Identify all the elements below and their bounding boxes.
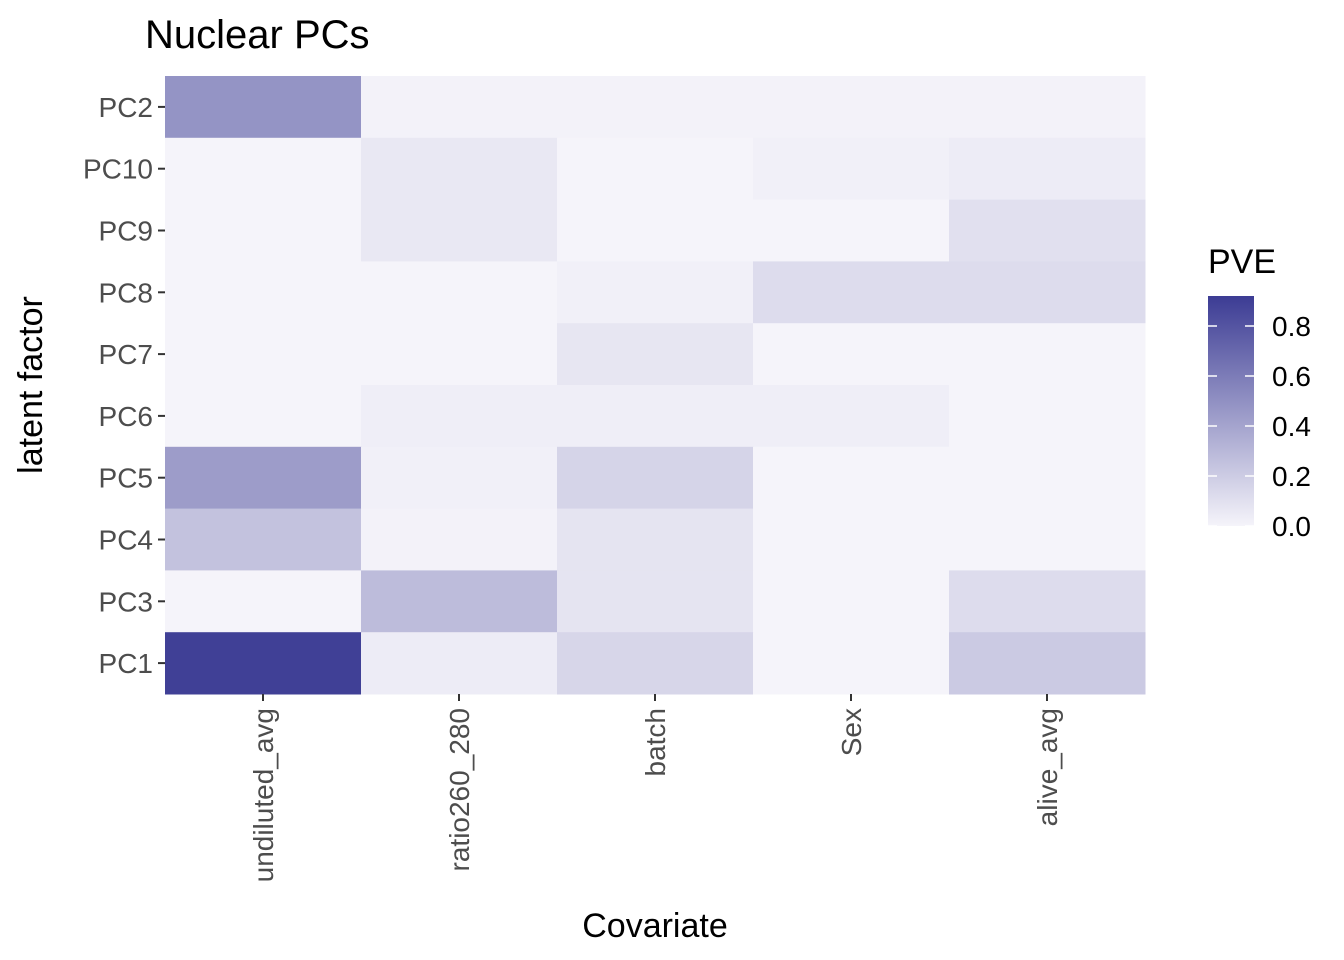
legend-tick-label: 0.6 xyxy=(1272,361,1311,392)
heatmap-cell-PC1-Sex xyxy=(753,632,950,695)
heatmap-cell-PC10-ratio260_280 xyxy=(361,137,558,201)
x-tick-label: ratio260_280 xyxy=(444,708,475,871)
heatmap-cell-PC10-Sex xyxy=(753,137,950,201)
heatmap-cell-PC6-undiluted_avg xyxy=(165,385,362,448)
heatmap-cell-PC9-Sex xyxy=(753,199,950,262)
heatmap-cell-PC2-Sex xyxy=(753,76,950,139)
heatmap-cell-PC8-alive_avg xyxy=(949,261,1146,324)
legend-tick-label: 0.8 xyxy=(1272,311,1311,342)
y-axis: PC2 PC10 PC9 PC8 PC7 PC6 PC5 PC4 PC3 PC1 xyxy=(83,92,165,679)
legend-tick-label: 0.4 xyxy=(1272,411,1311,442)
heatmap-cell-PC10-batch xyxy=(557,137,754,201)
heatmap-cell-PC9-ratio260_280 xyxy=(361,199,558,262)
heatmap-cell-PC7-alive_avg xyxy=(949,323,1146,386)
legend-colorbar xyxy=(1208,296,1254,526)
chart-title: Nuclear PCs xyxy=(145,13,370,57)
heatmap-cell-PC9-alive_avg xyxy=(949,199,1146,262)
heatmap-cell-PC3-batch xyxy=(557,570,754,633)
x-tick-label: alive_avg xyxy=(1032,708,1063,826)
heatmap-cell-PC5-undiluted_avg xyxy=(165,446,362,510)
heatmap-cell-PC1-undiluted_avg xyxy=(165,632,362,695)
heatmap-cell-PC3-undiluted_avg xyxy=(165,570,362,633)
heatmap-cell-PC10-undiluted_avg xyxy=(165,137,362,201)
x-axis-title: Covariate xyxy=(582,907,728,945)
heatmap-cell-PC1-ratio260_280 xyxy=(361,632,558,695)
heatmap-cell-PC2-ratio260_280 xyxy=(361,76,558,139)
heatmap-cell-PC6-Sex xyxy=(753,385,950,448)
legend: PVE 0.0 0.2 0.4 0.6 0.8 xyxy=(1208,243,1311,542)
y-tick-label: PC2 xyxy=(99,92,153,123)
heatmap-cells xyxy=(165,76,1146,695)
heatmap-cell-PC10-alive_avg xyxy=(949,137,1146,201)
heatmap-cell-PC7-batch xyxy=(557,323,754,386)
heatmap-cell-PC9-undiluted_avg xyxy=(165,199,362,262)
heatmap-cell-PC4-batch xyxy=(557,508,754,571)
heatmap-cell-PC6-batch xyxy=(557,385,754,448)
x-tick-label: Sex xyxy=(836,708,867,756)
heatmap-cell-PC4-Sex xyxy=(753,508,950,571)
heatmap-cell-PC8-undiluted_avg xyxy=(165,261,362,324)
legend-tick-label: 0.2 xyxy=(1272,461,1311,492)
heatmap-cell-PC7-Sex xyxy=(753,323,950,386)
y-tick-label: PC6 xyxy=(99,401,153,432)
legend-tick-label: 0.0 xyxy=(1272,511,1311,542)
y-tick-label: PC4 xyxy=(99,525,153,556)
heatmap-cell-PC5-alive_avg xyxy=(949,446,1146,510)
heatmap-cell-PC8-batch xyxy=(557,261,754,324)
heatmap-cell-PC6-alive_avg xyxy=(949,385,1146,448)
heatmap-cell-PC5-batch xyxy=(557,446,754,510)
heatmap-cell-PC2-undiluted_avg xyxy=(165,76,362,139)
heatmap-cell-PC4-undiluted_avg xyxy=(165,508,362,571)
y-tick-label: PC9 xyxy=(99,216,153,247)
y-tick-label: PC1 xyxy=(99,648,153,679)
x-axis: undiluted_avg ratio260_280 batch Sex alive_a… xyxy=(248,694,1063,882)
heatmap-cell-PC9-batch xyxy=(557,199,754,262)
heatmap-cell-PC4-alive_avg xyxy=(949,508,1146,571)
legend-title: PVE xyxy=(1208,243,1276,281)
heatmap-cell-PC2-batch xyxy=(557,76,754,139)
heatmap-cell-PC8-Sex xyxy=(753,261,950,324)
heatmap-cell-PC7-ratio260_280 xyxy=(361,323,558,386)
x-tick-label: batch xyxy=(640,708,671,777)
heatmap-cell-PC5-Sex xyxy=(753,446,950,510)
heatmap-cell-PC8-ratio260_280 xyxy=(361,261,558,324)
y-axis-title: latent factor xyxy=(12,296,50,474)
heatmap-cell-PC6-ratio260_280 xyxy=(361,385,558,448)
y-tick-label: PC5 xyxy=(99,463,153,494)
heatmap-cell-PC1-batch xyxy=(557,632,754,695)
x-tick-label: undiluted_avg xyxy=(248,708,279,882)
heatmap-cell-PC3-Sex xyxy=(753,570,950,633)
heatmap-cell-PC4-ratio260_280 xyxy=(361,508,558,571)
heatmap-cell-PC2-alive_avg xyxy=(949,76,1146,139)
y-tick-label: PC3 xyxy=(99,586,153,617)
legend-ticks: 0.0 0.2 0.4 0.6 0.8 xyxy=(1208,311,1311,542)
y-tick-label: PC10 xyxy=(83,154,153,185)
y-tick-label: PC7 xyxy=(99,339,153,370)
heatmap-cell-PC3-ratio260_280 xyxy=(361,570,558,633)
heatmap-cell-PC1-alive_avg xyxy=(949,632,1146,695)
heatmap-cell-PC3-alive_avg xyxy=(949,570,1146,633)
y-tick-label: PC8 xyxy=(99,277,153,308)
heatmap-cell-PC7-undiluted_avg xyxy=(165,323,362,386)
heatmap-cell-PC5-ratio260_280 xyxy=(361,446,558,510)
